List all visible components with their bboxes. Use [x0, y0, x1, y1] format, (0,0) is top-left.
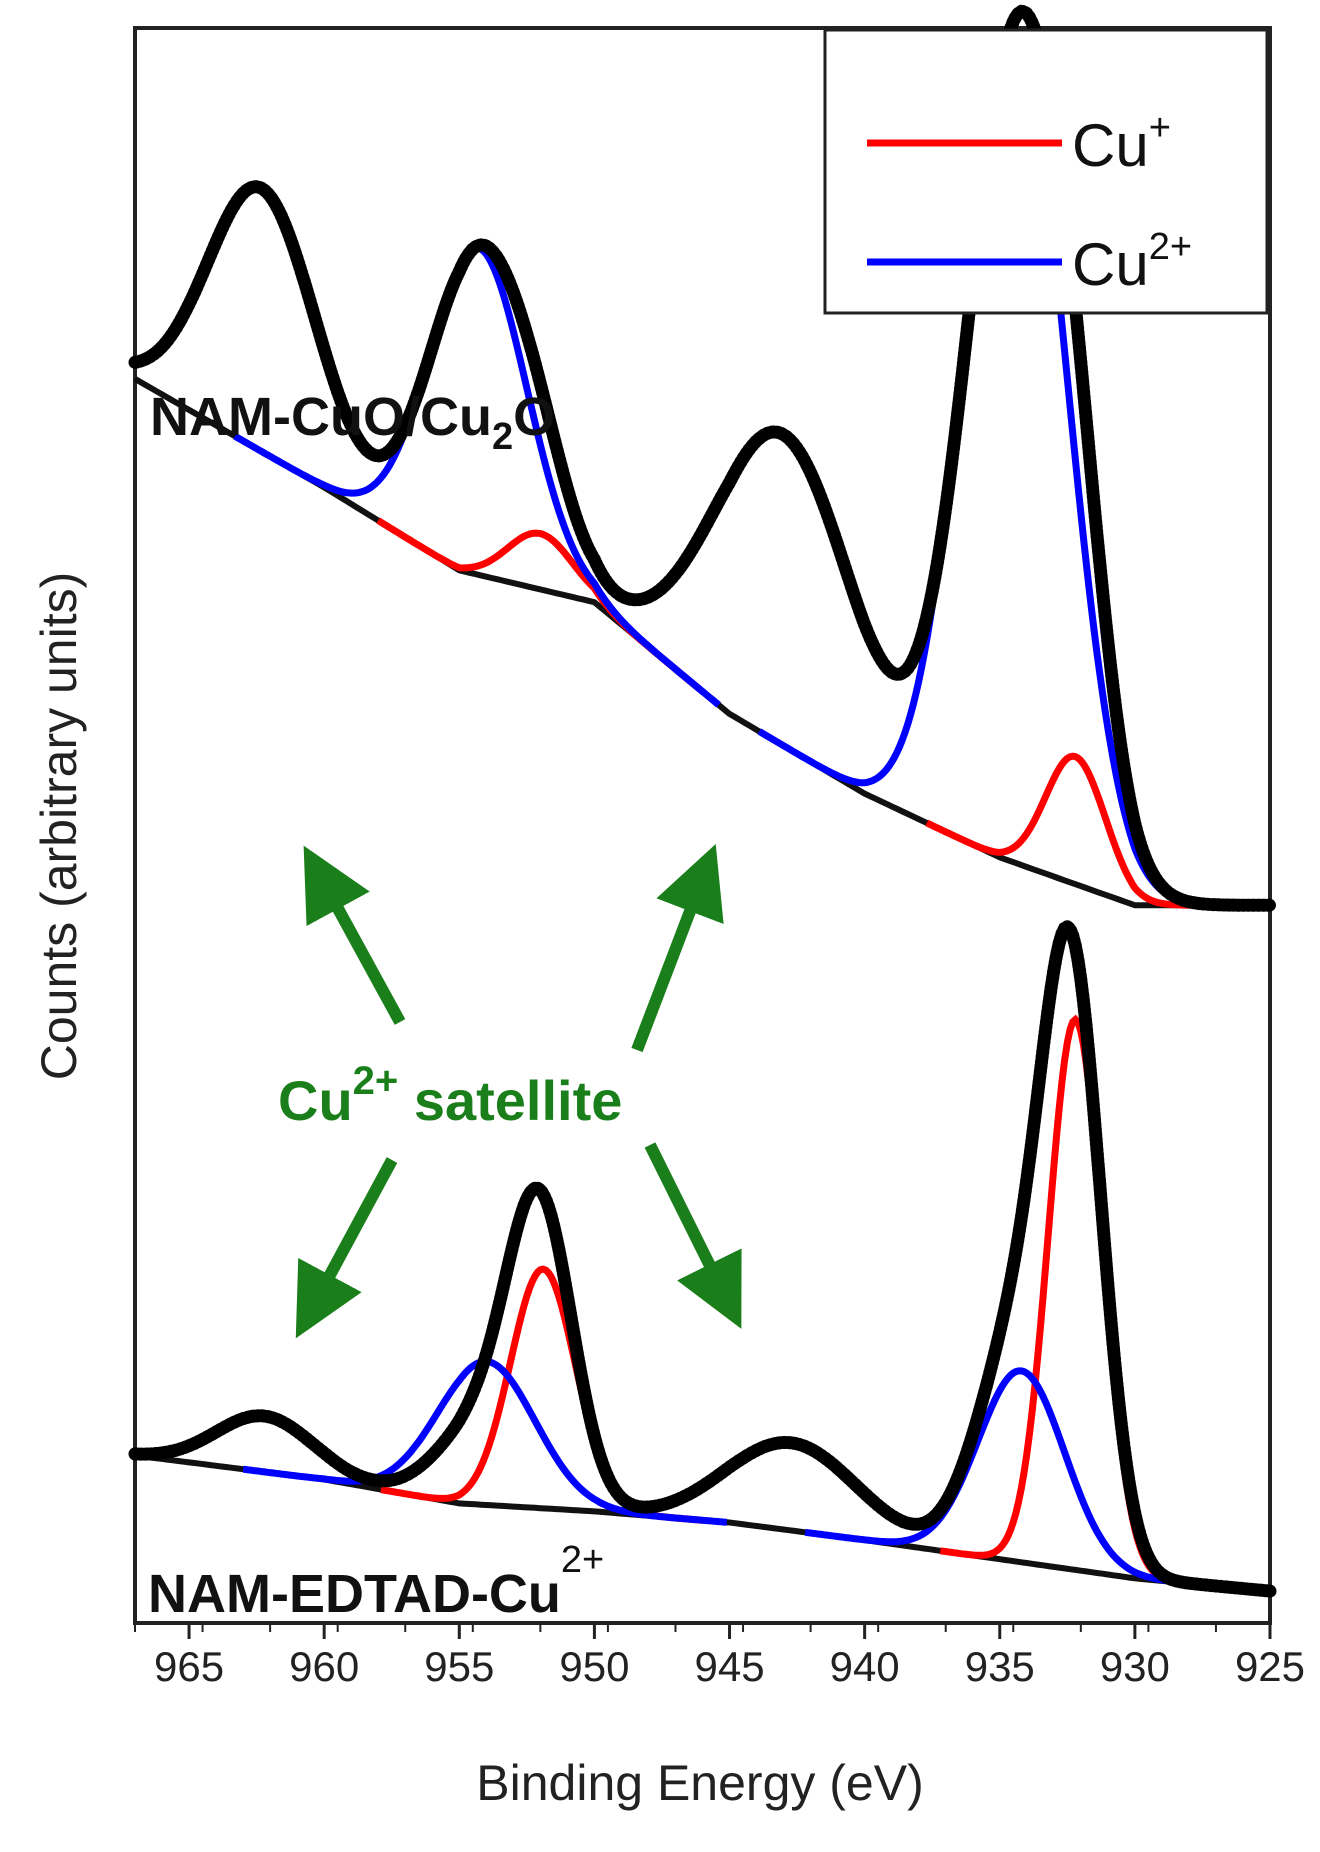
legend-label-cu2: Cu2+	[1072, 226, 1192, 298]
legend-label-cu1-base: Cu	[1072, 112, 1149, 179]
cu1-fit-top-1	[925, 752, 1222, 909]
x-tick-label: 960	[289, 1643, 359, 1690]
arrow-upper-left	[303, 845, 406, 1025]
x-tick-label: 965	[154, 1643, 224, 1690]
cu2-fit-top-0	[233, 244, 721, 708]
sample-label-top-sub: 2	[492, 416, 513, 458]
x-tick-label: 925	[1235, 1643, 1305, 1690]
x-tick-label: 950	[559, 1643, 629, 1690]
satellite-label-sup: 2+	[353, 1059, 399, 1103]
x-tick-label: 935	[965, 1643, 1035, 1690]
legend: Cu+ Cu2+	[823, 28, 1269, 315]
x-tick-label: 945	[694, 1643, 764, 1690]
y-axis-title: Counts (arbitrary units)	[31, 572, 87, 1081]
x-tick-label: 930	[1100, 1643, 1170, 1690]
sample-label-top-end: O	[513, 387, 555, 447]
sample-label-top-main: NAM-CuO/Cu	[150, 387, 492, 447]
legend-label-cu2-base: Cu	[1072, 231, 1149, 298]
measured-layer	[128, 4, 1277, 1598]
cu1-fit-bottom-1	[939, 1014, 1209, 1589]
sample-label-top: NAM-CuO/Cu2O	[150, 387, 555, 458]
plot-frame	[133, 26, 1272, 1625]
sample-label-bottom-sup: 2+	[561, 1539, 604, 1581]
arrow-upper-right	[631, 843, 724, 1053]
measured-spectrum-top	[128, 4, 1277, 912]
measured-spectrum-bottom	[128, 918, 1277, 1598]
legend-box	[823, 28, 1269, 315]
cu1-fit-bottom-0	[380, 1265, 703, 1524]
x-ticks-layer: 965 960 955 950 945 940 935 930 925	[134, 1623, 1305, 1690]
legend-label-cu1-sup: +	[1149, 107, 1171, 149]
satellite-label-rest: satellite	[398, 1069, 622, 1132]
satellite-label: Cu2+ satellite	[278, 1059, 622, 1132]
baseline-top	[133, 376, 1270, 909]
arrow-lower-right	[644, 1142, 742, 1329]
x-tick-label: 940	[830, 1643, 900, 1690]
satellite-label-base: Cu	[278, 1069, 353, 1132]
x-tick-label: 955	[424, 1643, 494, 1690]
satellite-annotation: Cu2+ satellite	[278, 843, 742, 1339]
legend-label-cu2-sup: 2+	[1149, 226, 1192, 268]
x-axis-title: Binding Energy (eV)	[476, 1755, 923, 1811]
sample-label-bottom-main: NAM-EDTAD-Cu	[148, 1564, 561, 1624]
sample-label-bottom: NAM-EDTAD-Cu2+	[148, 1539, 604, 1624]
arrow-lower-left	[295, 1157, 398, 1339]
legend-label-cu1: Cu+	[1072, 107, 1171, 179]
cu1-fit-top-0	[376, 517, 703, 693]
